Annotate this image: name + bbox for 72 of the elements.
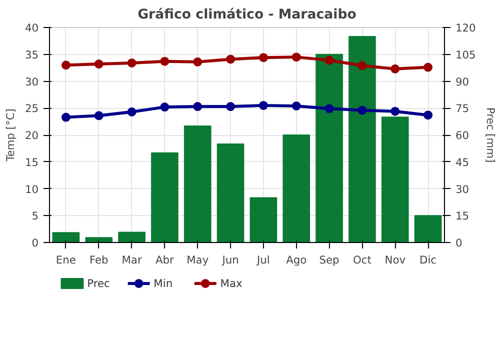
x-tick-label: Abr (155, 254, 175, 266)
y-tick-label: 5 (32, 210, 38, 223)
point (226, 54, 236, 64)
y2-tick-label: 45 (456, 156, 470, 169)
bar (216, 143, 244, 242)
bar (118, 232, 146, 242)
y-tick-label: 30 (24, 75, 39, 88)
y2-tick-label: 30 (456, 182, 470, 196)
x-tick-label: Oct (352, 254, 372, 266)
x-tick-label: Ene (56, 254, 76, 266)
point (358, 106, 367, 115)
x-tick-label: May (186, 254, 209, 266)
bar (414, 215, 442, 242)
y-tick-label: 0 (32, 236, 39, 250)
point (358, 61, 367, 70)
point (292, 52, 301, 62)
y2-tick-label: 75 (456, 102, 470, 116)
point (292, 101, 301, 110)
point (160, 56, 170, 66)
point (258, 100, 268, 110)
x-tick-label: Mar (122, 254, 142, 266)
bar (250, 197, 278, 242)
y2-tick-label: 60 (456, 129, 470, 142)
y-tick-label: 15 (24, 156, 39, 169)
point (160, 102, 170, 112)
point (424, 62, 433, 72)
y2-tick-label: 90 (456, 75, 470, 88)
point (424, 110, 433, 120)
point (61, 60, 70, 70)
y2-tick-label: 105 (456, 48, 476, 62)
x-tick-label: Jun (221, 254, 239, 266)
x-tick-label: Ago (286, 254, 307, 266)
legend-label: Max (220, 277, 242, 290)
bar (282, 134, 310, 242)
legend-label: Prec (87, 277, 110, 290)
point (94, 111, 104, 120)
x-tick-label: Feb (89, 254, 109, 266)
y-tick-label: 10 (24, 182, 39, 196)
bar (381, 116, 409, 242)
y2-tick-label: 120 (456, 22, 476, 34)
point (226, 102, 236, 112)
x-tick-label: Jul (256, 254, 270, 266)
point (193, 57, 202, 66)
y2-axis-title: Prec [mm] (484, 107, 497, 163)
point (127, 107, 136, 116)
bar (184, 126, 212, 242)
bar (52, 232, 80, 242)
y-tick-label: 25 (24, 102, 39, 116)
y-tick-label: 35 (24, 48, 39, 62)
y-tick-label: 20 (24, 129, 39, 142)
x-tick-label: Sep (319, 254, 340, 266)
point (94, 60, 104, 69)
x-tick-label: Nov (384, 254, 406, 266)
bar (348, 36, 376, 242)
bar (316, 54, 343, 242)
bar (85, 237, 113, 242)
point (127, 58, 136, 68)
point (193, 102, 202, 112)
x-tick-label: Dic (420, 254, 437, 266)
y2-tick-label: 0 (456, 236, 462, 250)
y2-tick-label: 15 (456, 210, 470, 223)
point (258, 53, 268, 62)
point (390, 64, 400, 74)
point (324, 104, 334, 114)
point (324, 56, 334, 65)
point (390, 106, 400, 116)
y-tick-label: 40 (24, 22, 39, 34)
bar (151, 152, 178, 242)
point (61, 112, 70, 122)
y-axis-title: Temp [°C] (4, 108, 17, 162)
chart-title: Gráfico climático - Maracaibo (138, 8, 356, 22)
legend-label: Min (154, 277, 173, 290)
